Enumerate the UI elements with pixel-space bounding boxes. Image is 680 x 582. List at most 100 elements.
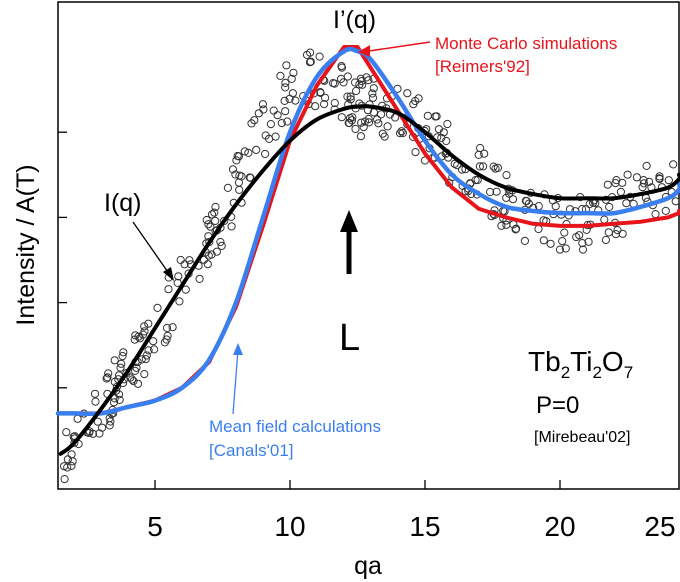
- data-point: [60, 475, 69, 484]
- data-point: [642, 161, 651, 170]
- data-point: [655, 172, 664, 181]
- data-point: [601, 235, 611, 245]
- data-point: [377, 110, 386, 119]
- data-point: [211, 216, 220, 225]
- data-point: [558, 237, 567, 246]
- i-label-arrow: [132, 221, 171, 276]
- data-point: [116, 363, 125, 372]
- data-point: [476, 143, 485, 153]
- data-point: [130, 335, 139, 344]
- compound-sub-3: 7: [624, 363, 633, 382]
- data-point: [173, 278, 182, 287]
- data-point: [216, 237, 225, 247]
- data-point: [63, 463, 72, 472]
- data-point: [93, 417, 102, 426]
- data-point: [280, 96, 289, 106]
- compound-sub-2: 2: [592, 363, 601, 382]
- data-point: [109, 398, 119, 407]
- data-point: [105, 414, 114, 423]
- data-point: [168, 323, 177, 332]
- data-point: [664, 176, 673, 185]
- data-point: [70, 438, 79, 447]
- data-point: [269, 106, 278, 115]
- data-point: [133, 379, 143, 388]
- data-point: [358, 80, 367, 89]
- data-point: [397, 127, 406, 136]
- data-point: [231, 170, 240, 179]
- data-point: [282, 61, 291, 70]
- data-point: [346, 92, 355, 101]
- x-tick-labels: 5 10 15 20 25: [147, 511, 675, 542]
- data-point: [645, 177, 654, 186]
- monte-carlo-ref: [Reimers'92]: [435, 57, 530, 76]
- data-point: [364, 114, 373, 124]
- data-point: [176, 255, 185, 265]
- monte-carlo-arrow: [361, 41, 431, 53]
- data-point: [356, 132, 365, 141]
- data-point: [73, 414, 82, 423]
- data-point: [128, 375, 137, 384]
- data-point: [373, 115, 382, 124]
- data-point: [600, 215, 609, 224]
- reference-label: [Mirebeau'02]: [534, 429, 630, 446]
- data-point: [511, 225, 520, 234]
- data-point: [106, 417, 115, 426]
- data-point: [140, 322, 149, 331]
- compound-o: O: [602, 346, 624, 377]
- data-point: [398, 128, 407, 138]
- data-point: [473, 175, 482, 185]
- data-point: [521, 196, 531, 205]
- data-point: [233, 151, 242, 161]
- data-point: [343, 92, 352, 101]
- compound-tb: Tb: [528, 346, 561, 377]
- data-point: [457, 165, 467, 174]
- data-point: [244, 148, 253, 157]
- l-arrow-head: [340, 210, 358, 232]
- data-point: [396, 129, 405, 138]
- data-point: [110, 356, 119, 365]
- data-point: [118, 352, 127, 361]
- data-point: [378, 129, 387, 138]
- axis-ticks: [58, 131, 561, 489]
- data-point: [364, 118, 374, 127]
- monte-carlo-label: Monte Carlo simulations: [435, 34, 617, 53]
- data-point: [104, 369, 113, 378]
- data-point: [357, 77, 366, 86]
- data-point: [502, 220, 511, 229]
- data-point: [369, 84, 378, 93]
- data-point: [95, 429, 104, 438]
- data-point: [497, 221, 506, 230]
- data-point: [337, 113, 346, 122]
- data-point: [204, 220, 213, 229]
- data-point: [502, 171, 511, 180]
- data-point: [62, 428, 71, 437]
- data-point: [651, 210, 660, 219]
- data-point: [578, 245, 588, 254]
- data-point: [669, 160, 678, 169]
- x-tick-label-15: 15: [409, 511, 440, 542]
- data-point: [555, 245, 565, 254]
- data-point: [210, 208, 219, 217]
- data-point: [281, 78, 290, 88]
- data-point: [202, 215, 211, 225]
- data-point: [247, 119, 256, 128]
- data-point: [181, 285, 190, 294]
- mean-field-annotation: Mean field calculations [Canals'01]: [209, 343, 381, 460]
- data-point: [383, 122, 392, 131]
- data-point: [206, 222, 215, 231]
- data-point: [632, 173, 642, 182]
- data-point: [90, 389, 100, 398]
- x-axis-label: qa: [354, 552, 382, 580]
- data-point: [604, 228, 613, 237]
- data-point: [315, 52, 324, 61]
- data-point: [245, 173, 254, 182]
- data-point: [493, 163, 502, 172]
- data-point: [546, 239, 555, 248]
- data-point: [117, 359, 126, 368]
- data-point: [203, 260, 212, 269]
- data-point: [539, 236, 548, 245]
- data-point: [114, 390, 124, 399]
- data-point: [288, 89, 297, 98]
- data-point: [261, 131, 270, 140]
